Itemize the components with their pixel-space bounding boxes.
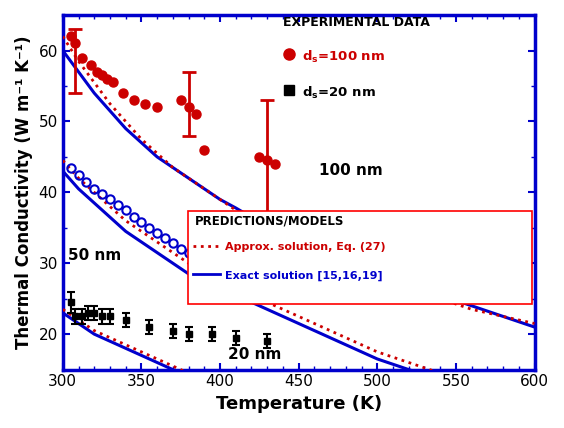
Text: d$_\mathregular{s}$=20 nm: d$_\mathregular{s}$=20 nm xyxy=(302,85,376,101)
Text: 50 nm: 50 nm xyxy=(68,248,121,263)
Y-axis label: Thermal Conductivity (W m⁻¹ K⁻¹): Thermal Conductivity (W m⁻¹ K⁻¹) xyxy=(15,36,33,349)
Text: 100 nm: 100 nm xyxy=(319,163,383,178)
Text: EXPERIMENTAL DATA: EXPERIMENTAL DATA xyxy=(283,16,430,29)
Text: Exact solution [15,16,19]: Exact solution [15,16,19] xyxy=(224,271,382,281)
X-axis label: Temperature (K): Temperature (K) xyxy=(215,395,382,413)
Text: PREDICTIONS/MODELS: PREDICTIONS/MODELS xyxy=(195,214,344,227)
Text: d$_\mathregular{s}$=100 nm: d$_\mathregular{s}$=100 nm xyxy=(302,49,385,65)
FancyBboxPatch shape xyxy=(188,211,532,304)
Text: 20 nm: 20 nm xyxy=(228,347,281,362)
Text: Approx. solution, Eq. (27): Approx. solution, Eq. (27) xyxy=(224,243,385,253)
